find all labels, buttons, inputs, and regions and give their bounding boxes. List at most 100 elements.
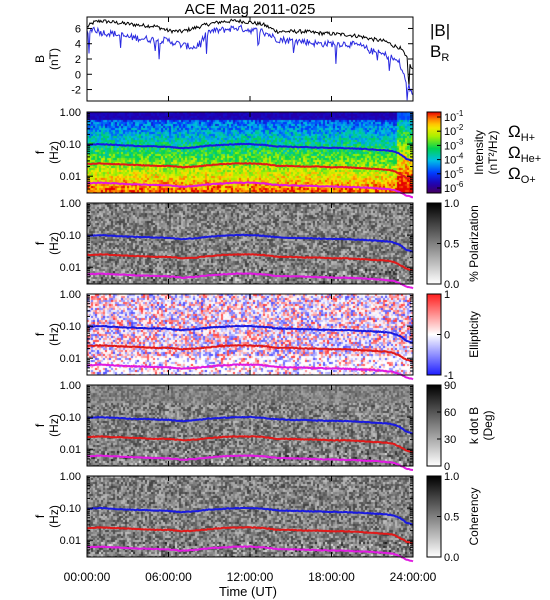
freq-ytick-label: 0.01 [60, 444, 81, 456]
colorbar-tick-label: 1.0 [444, 198, 459, 210]
figure-title: ACE Mag 2011-025 [185, 1, 316, 18]
colorbar-tick-label: -1 [444, 370, 454, 382]
ellipticity-spectrogram [87, 294, 413, 375]
gyro-line-Hep [86, 434, 414, 454]
colorbar-tick-label: 10-1 [444, 109, 464, 124]
panel-polarization: 1.00 0.10 0.01 f (Hz) 1.0 0.5 0.0 % Polarization [33, 198, 481, 291]
legend-b-radial: BR [430, 42, 449, 64]
freq-yunit: (Hz) [47, 141, 61, 164]
intensity-spectrogram [87, 112, 413, 193]
freq-yunit: (Hz) [47, 505, 61, 528]
b-series-radial [86, 24, 414, 101]
colorbar-tick-label: 90 [444, 380, 456, 392]
freq-yunit: (Hz) [47, 232, 61, 255]
colorbar-tick-label: 0.5 [444, 512, 459, 524]
freq-yunit: (Hz) [47, 323, 61, 346]
b-ytick-label: -2 [71, 85, 81, 97]
gyro-line-Op [86, 454, 414, 471]
colorbar-tick-label: 30 [444, 434, 456, 446]
freq-ytick-label: 0.01 [60, 353, 81, 365]
colorbar-tick-label: 10-3 [444, 137, 464, 152]
freq-ytick-label: 1.00 [60, 289, 81, 301]
time-tick-label: 12:00:00 [227, 570, 274, 584]
colorbar-tick-label: 0.5 [444, 239, 459, 251]
colorbar-tick-label: 10-4 [444, 152, 464, 167]
intensity-colorbar [426, 111, 442, 194]
gyro-line-Op [86, 181, 413, 199]
legend-b-magnitude: |B| [430, 21, 450, 40]
ion-legend-Hep: ΩHe+ [508, 143, 541, 165]
freq-ytick-label: 1.00 [60, 107, 81, 119]
ion-legend-Hp: ΩH+ [508, 122, 535, 144]
b-ytick-label: 0 [75, 69, 81, 81]
kdotb-colorbar [426, 384, 442, 467]
freq-ytick-label: 0.10 [60, 412, 81, 424]
b-yunit: (nT) [47, 48, 61, 70]
b-ylabel: B [33, 55, 47, 63]
gyro-line-Hp [86, 324, 414, 344]
coherency-spectrogram [87, 476, 413, 557]
panel-ellipticity: 1.00 0.10 0.01 f (Hz) 1 0 -1 Ellipticity [33, 289, 481, 382]
freq-yunit: (Hz) [47, 414, 61, 437]
panel-intensity: 1.00 0.10 0.01 f (Hz) 10-110-210-310-410-510-… [33, 107, 500, 199]
freq-ytick-label: 0.10 [60, 230, 81, 242]
freq-ytick-label: 0.01 [60, 171, 81, 183]
freq-ylabel: f [33, 514, 47, 518]
gyro-line-Op [86, 363, 414, 381]
b-ytick-label: 4 [75, 39, 81, 51]
time-tick-label: 18:00:00 [308, 570, 355, 584]
colorbar-tick-label: 10-6 [444, 180, 464, 195]
freq-ylabel: f [33, 241, 47, 245]
gyro-line-Hep [86, 162, 414, 181]
time-axis: 00:00:00 06:00:00 12:00:00 18:00:00 24:00:00 [64, 17, 437, 584]
freq-ylabel: f [33, 423, 47, 427]
gyro-line-Op [86, 272, 414, 290]
freq-ylabel: f [33, 150, 47, 154]
freq-ytick-label: 1.00 [60, 198, 81, 210]
colorbar-tick-label: 1.0 [444, 471, 459, 483]
panel-coherency: 1.00 0.10 0.01 f (Hz) 1.0 0.5 0.0 Coherency [33, 471, 481, 564]
freq-ytick-label: 1.00 [60, 471, 81, 483]
coherency-colorbar-label: Coherency [467, 487, 481, 545]
intensity-colorbar-unit: (nT²/Hz) [486, 131, 500, 175]
colorbar-tick-label: 0 [444, 461, 450, 473]
ion-legend: ΩH+ΩHe+ΩO+ [508, 122, 541, 186]
x-axis-label: Time (UT) [219, 584, 277, 599]
polarization-spectrogram [87, 203, 413, 284]
ellipticity-colorbar-label: Ellipticity [467, 311, 481, 358]
kdotb-colorbar-unit: (Deg) [481, 410, 495, 440]
freq-ytick-label: 0.01 [60, 535, 81, 547]
colorbar-tick-label: 1 [444, 289, 450, 301]
b-ytick-label: 2 [75, 54, 81, 66]
gyro-line-Hep [86, 526, 414, 545]
gyro-line-Hp [86, 415, 414, 435]
gyro-line-Hp [86, 142, 414, 162]
freq-ytick-label: 0.10 [60, 503, 81, 515]
kdotb-spectrogram [87, 385, 413, 466]
intensity-colorbar-label: Intensity [472, 130, 486, 175]
freq-ytick-label: 0.01 [60, 262, 81, 274]
gyro-line-Hep [86, 253, 414, 272]
colorbar-tick-label: 0 [444, 330, 450, 342]
colorbar-tick-label: 0.0 [444, 279, 459, 291]
time-tick-label: 24:00:00 [390, 570, 437, 584]
freq-ytick-label: 0.10 [60, 321, 81, 333]
gyro-line-Hep [87, 343, 414, 363]
colorbar-tick-label: 10-5 [444, 166, 464, 181]
magnetic-field-panel: 6 4 2 0 -2 B (nT) |B| BR [33, 16, 450, 102]
gyro-line-Op [86, 545, 414, 563]
freq-ytick-label: 0.10 [60, 139, 81, 151]
colorbar-tick-label: 0.0 [444, 552, 459, 564]
b-ytick-label: 6 [75, 23, 81, 35]
time-tick-label: 00:00:00 [64, 570, 111, 584]
gyro-line-Hp [86, 506, 414, 526]
spectrogram-panels: 1.000.100.01f (Hz)10-110-210-310-410-510-… [33, 107, 541, 564]
panel-kdotb: 1.00 0.10 0.01 f (Hz) 90 60 30 0 k dot B (Deg) [33, 380, 495, 473]
polarization-colorbar-label: % Polarization [467, 205, 481, 282]
ion-legend-Op: ΩO+ [508, 164, 536, 186]
colorbar-tick-label: 10-2 [444, 123, 464, 138]
time-tick-label: 06:00:00 [145, 570, 192, 584]
gyro-line-Hp [86, 233, 414, 253]
freq-ylabel: f [33, 332, 47, 336]
